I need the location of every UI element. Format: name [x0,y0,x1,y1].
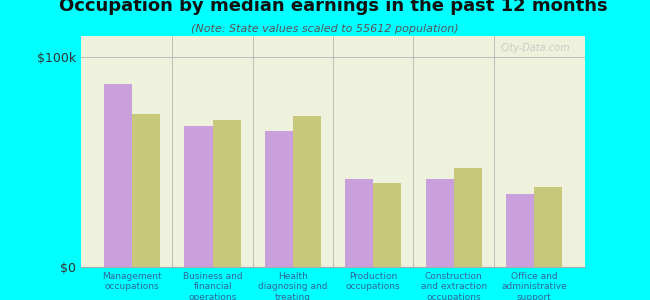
Bar [213,120,240,267]
Title: Occupation by median earnings in the past 12 months: Occupation by median earnings in the pas… [58,0,608,15]
Bar [293,116,321,267]
Bar [373,183,402,267]
Bar [132,114,161,267]
Text: (Note: State values scaled to 55612 population): (Note: State values scaled to 55612 popu… [191,23,459,34]
Bar [104,84,132,267]
Bar [426,179,454,267]
Text: City-Data.com: City-Data.com [500,43,570,53]
Bar [345,179,373,267]
Bar [265,130,293,267]
Bar [454,168,482,267]
Bar [506,194,534,267]
Bar [185,126,213,267]
Bar [534,187,562,267]
